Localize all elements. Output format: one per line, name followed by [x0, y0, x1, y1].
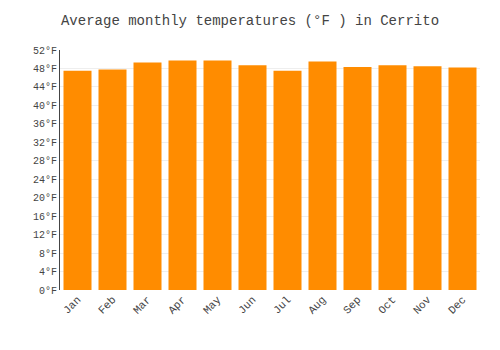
svg-text:Sep: Sep	[341, 294, 363, 316]
svg-text:40°F: 40°F	[33, 101, 57, 112]
svg-text:May: May	[201, 294, 224, 317]
svg-text:Jan: Jan	[61, 294, 83, 316]
svg-text:24°F: 24°F	[33, 175, 57, 186]
svg-text:12°F: 12°F	[33, 230, 57, 241]
svg-text:44°F: 44°F	[33, 82, 57, 93]
svg-text:Mar: Mar	[131, 294, 153, 316]
svg-text:32°F: 32°F	[33, 138, 57, 149]
svg-text:Nov: Nov	[411, 294, 434, 317]
svg-text:36°F: 36°F	[33, 119, 57, 130]
svg-text:16°F: 16°F	[33, 212, 57, 223]
svg-text:Oct: Oct	[376, 294, 398, 316]
svg-text:Average monthly temperatures (: Average monthly temperatures (°F ) in Ce…	[61, 13, 439, 29]
svg-text:Dec: Dec	[446, 294, 468, 316]
svg-text:28°F: 28°F	[33, 156, 57, 167]
svg-text:48°F: 48°F	[33, 64, 57, 75]
svg-text:Jun: Jun	[236, 294, 258, 316]
svg-text:20°F: 20°F	[33, 193, 57, 204]
svg-text:Jul: Jul	[271, 294, 293, 316]
svg-text:52°F: 52°F	[33, 46, 57, 57]
svg-text:Aug: Aug	[306, 294, 328, 316]
svg-text:0°F: 0°F	[39, 286, 57, 297]
svg-text:Apr: Apr	[166, 294, 188, 316]
svg-text:4°F: 4°F	[39, 267, 57, 278]
svg-text:8°F: 8°F	[39, 249, 57, 260]
svg-text:Feb: Feb	[96, 294, 118, 316]
